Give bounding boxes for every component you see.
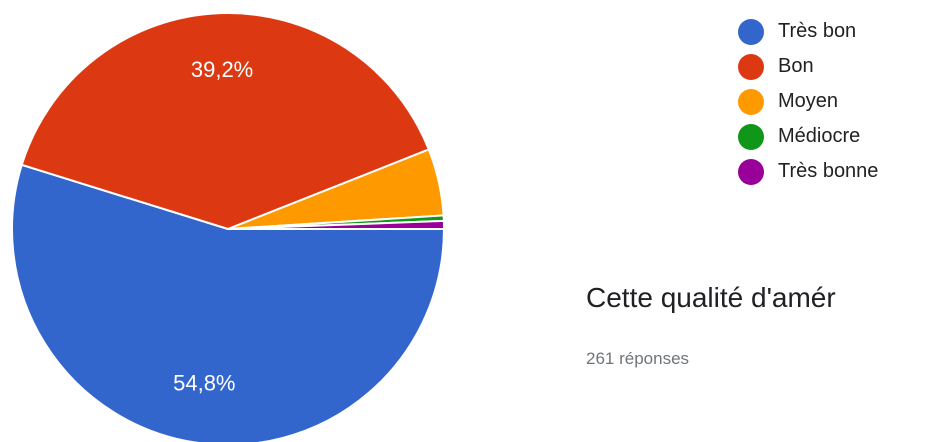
legend-label: Très bonne <box>778 160 879 182</box>
legend-swatch <box>738 123 764 150</box>
legend-item-4[interactable]: Très bonne <box>738 154 878 189</box>
pie-slice-0[interactable] <box>11 163 446 442</box>
pie-slices <box>11 12 446 442</box>
pie-labels: 54,8% 39,2% <box>173 57 253 395</box>
legend-swatch <box>738 158 764 185</box>
response-count: 261 réponses <box>586 349 690 368</box>
legend-label: Médiocre <box>778 125 861 147</box>
legend-item-2[interactable]: Moyen <box>738 84 878 119</box>
legend-swatch <box>738 53 764 80</box>
pie-slice-label-0: 54,8% <box>173 371 235 396</box>
pie-slice-1[interactable] <box>20 12 431 231</box>
legend-item-3[interactable]: Médiocre <box>738 119 878 154</box>
legend-swatch <box>738 88 764 115</box>
legend-label: Moyen <box>778 90 839 112</box>
pie-slice-label-1: 39,2% <box>191 57 253 82</box>
legend-item-1[interactable]: Bon <box>738 49 878 84</box>
legend-item-0[interactable]: Très bon <box>738 14 878 49</box>
legend-swatch <box>738 18 764 45</box>
pie-slice-4[interactable] <box>227 219 446 230</box>
legend-label: Très bon <box>778 20 857 42</box>
chart-legend: Très bon Bon Moyen Médiocre Très bonne <box>738 14 878 189</box>
pie-chart: 54,8% 39,2% <box>11 12 446 442</box>
legend-label: Bon <box>778 55 814 77</box>
question-title: Cette qualité d'amér <box>586 282 836 313</box>
